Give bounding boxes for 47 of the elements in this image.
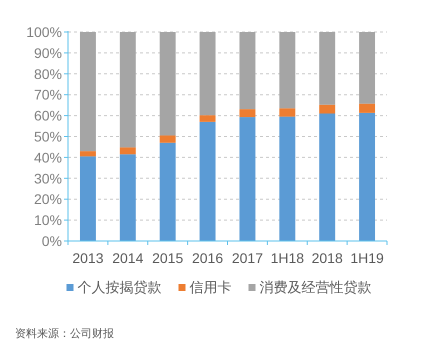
y-tick-label: 80% — [34, 66, 62, 82]
y-tick-label: 10% — [34, 212, 62, 228]
bar — [80, 156, 96, 241]
x-tick-label: 1H19 — [350, 250, 384, 266]
text: 资料来源：公司财报 — [15, 327, 114, 340]
x-tick-label: 2018 — [312, 250, 343, 266]
bar — [279, 32, 296, 108]
bar — [279, 116, 296, 241]
bar — [120, 154, 136, 241]
bar — [359, 104, 376, 113]
x-tick-label: 2013 — [72, 250, 104, 266]
y-tick-label: 0% — [42, 233, 62, 249]
bar — [279, 108, 296, 117]
y-tick-label: 40% — [34, 149, 62, 166]
bar — [239, 32, 256, 110]
bar — [160, 32, 176, 136]
bar — [160, 142, 176, 241]
bar — [200, 122, 216, 241]
legend-label: 个人按揭贷款 — [78, 279, 162, 295]
y-tick-label: 90% — [34, 44, 62, 61]
y-tick-label: 70% — [34, 86, 62, 103]
y-tick-label: 50% — [34, 128, 62, 144]
bar — [359, 112, 376, 241]
bar — [120, 32, 136, 148]
x-tick-label: 2017 — [232, 250, 264, 266]
x-tick-label: 1H18 — [270, 250, 304, 266]
bar — [359, 32, 376, 104]
x-tick-label: 2016 — [192, 250, 224, 266]
y-tick-label: 20% — [34, 191, 62, 208]
bar — [239, 109, 256, 118]
bar — [319, 104, 336, 114]
y-tick-label: 100% — [26, 24, 62, 40]
bar — [200, 32, 216, 116]
bar — [319, 32, 336, 105]
y-tick-label: 60% — [34, 108, 62, 124]
bar — [80, 151, 96, 156]
bar — [80, 32, 96, 152]
y-tick-label: 30% — [34, 170, 62, 186]
bar — [200, 115, 216, 122]
legend-label: 信用卡 — [190, 279, 232, 295]
bar — [319, 114, 336, 241]
bar — [120, 147, 136, 154]
bar — [160, 135, 176, 143]
x-tick-label: 2015 — [152, 250, 184, 266]
legend-label: 消费及经营性贷款 — [260, 279, 372, 295]
bar — [239, 117, 256, 241]
x-tick-label: 2014 — [112, 250, 144, 266]
